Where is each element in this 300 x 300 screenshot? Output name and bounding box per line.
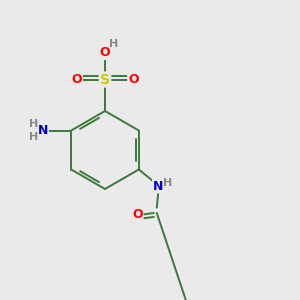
Text: N: N	[153, 179, 164, 193]
Text: O: O	[71, 73, 82, 86]
Text: H: H	[28, 132, 38, 142]
Text: H: H	[110, 39, 118, 49]
Text: H: H	[163, 178, 172, 188]
Text: S: S	[100, 73, 110, 86]
Text: N: N	[38, 124, 48, 137]
Text: O: O	[100, 46, 110, 59]
Text: O: O	[128, 73, 139, 86]
Text: O: O	[132, 208, 142, 221]
Text: H: H	[28, 119, 38, 129]
